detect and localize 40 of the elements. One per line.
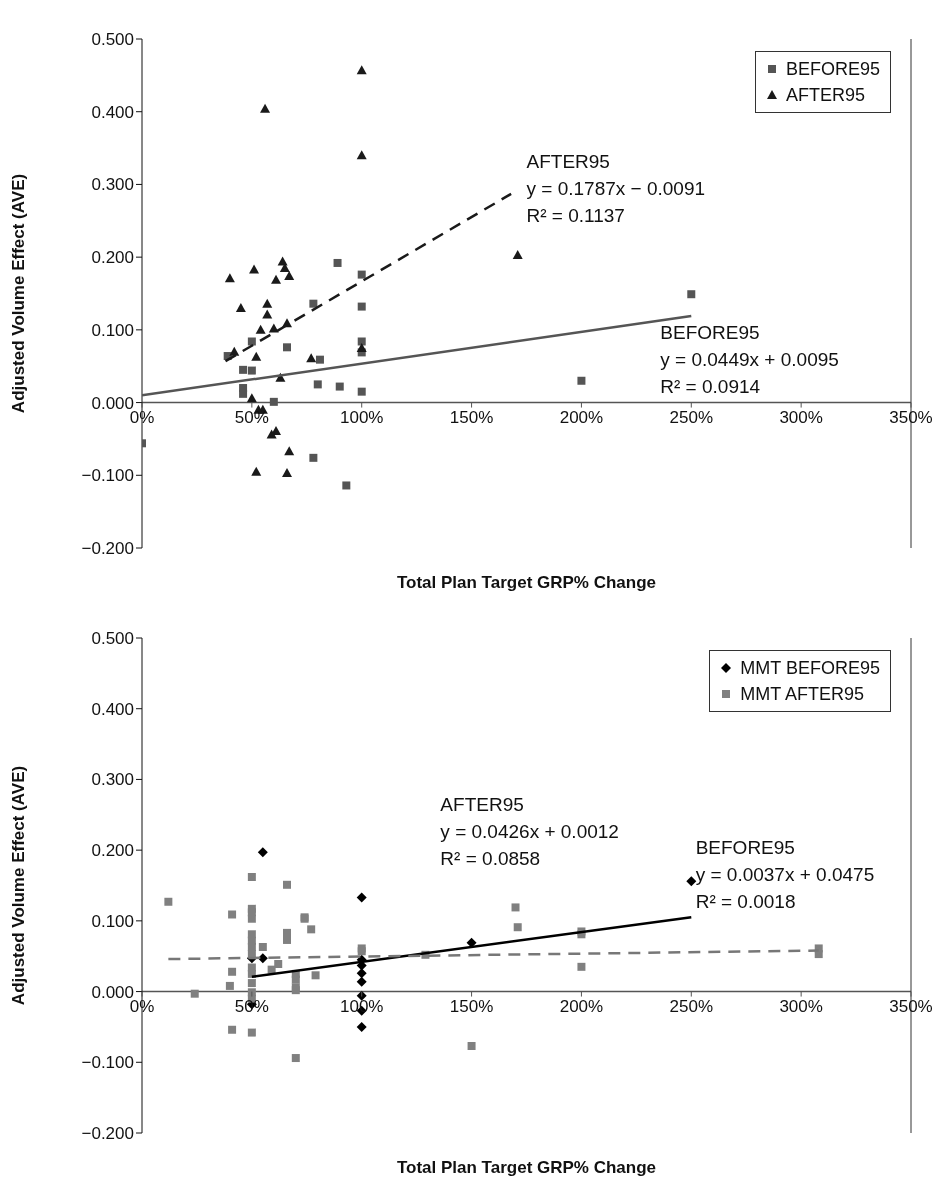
legend-label: MMT AFTER95 bbox=[740, 683, 864, 706]
y-tick-label: 0.100 bbox=[91, 911, 134, 931]
x-tick-label: 350% bbox=[889, 407, 933, 427]
annotation: AFTER95 y = 0.0426x + 0.0012 R² = 0.0858 bbox=[440, 793, 619, 872]
x-tick-label: 200% bbox=[559, 407, 604, 427]
annotation: AFTER95 y = 0.1787x − 0.0091 R² = 0.1137 bbox=[526, 150, 706, 229]
y-tick-label: −0.100 bbox=[81, 1053, 134, 1073]
y-tick-label: 0.400 bbox=[91, 102, 134, 122]
y-axis-title: Adjusted Volume Effect (AVE) bbox=[9, 173, 29, 414]
x-axis-title: Total Plan Target GRP% Change bbox=[396, 1158, 657, 1177]
x-tick-label: 250% bbox=[669, 407, 714, 427]
x-tick-label: 100% bbox=[339, 996, 384, 1016]
y-tick-label: −0.200 bbox=[81, 539, 134, 559]
legend-label: BEFORE95 bbox=[785, 58, 880, 81]
y-tick-label: 0.500 bbox=[91, 629, 134, 649]
y-tick-label: 0.300 bbox=[91, 770, 134, 790]
x-tick-label: 300% bbox=[779, 407, 823, 427]
y-tick-label: 0.300 bbox=[91, 175, 134, 195]
x-axis-title: Total Plan Target GRP% Change bbox=[396, 573, 657, 592]
y-tick-label: 0.500 bbox=[91, 30, 134, 50]
x-tick-label: 150% bbox=[449, 407, 494, 427]
y-axis-title: Adjusted Volume Effect (AVE) bbox=[9, 765, 29, 1006]
x-tick-label: 50% bbox=[234, 996, 269, 1016]
annotation: BEFORE95 y = 0.0449x + 0.0095 R² = 0.0914 bbox=[660, 320, 839, 399]
annotation: BEFORE95 y = 0.0037x + 0.0475 R² = 0.0018 bbox=[695, 835, 875, 914]
x-tick-label: 100% bbox=[339, 407, 384, 427]
y-tick-label: 0.200 bbox=[91, 248, 134, 268]
legend-label: MMT BEFORE95 bbox=[740, 657, 880, 680]
x-tick-label: 250% bbox=[669, 996, 714, 1016]
y-tick-label: −0.100 bbox=[81, 466, 134, 486]
y-tick-label: −0.200 bbox=[81, 1124, 134, 1144]
x-tick-label: 300% bbox=[779, 996, 823, 1016]
x-tick-label: 50% bbox=[234, 407, 269, 427]
x-tick-label: 150% bbox=[449, 996, 494, 1016]
x-tick-label: 350% bbox=[889, 996, 933, 1016]
y-tick-label: 0.400 bbox=[91, 699, 134, 719]
y-tick-label: 0.100 bbox=[91, 320, 134, 340]
x-tick-label: 200% bbox=[559, 996, 604, 1016]
legend-label: AFTER95 bbox=[785, 84, 865, 107]
y-tick-label: 0.200 bbox=[91, 841, 134, 861]
